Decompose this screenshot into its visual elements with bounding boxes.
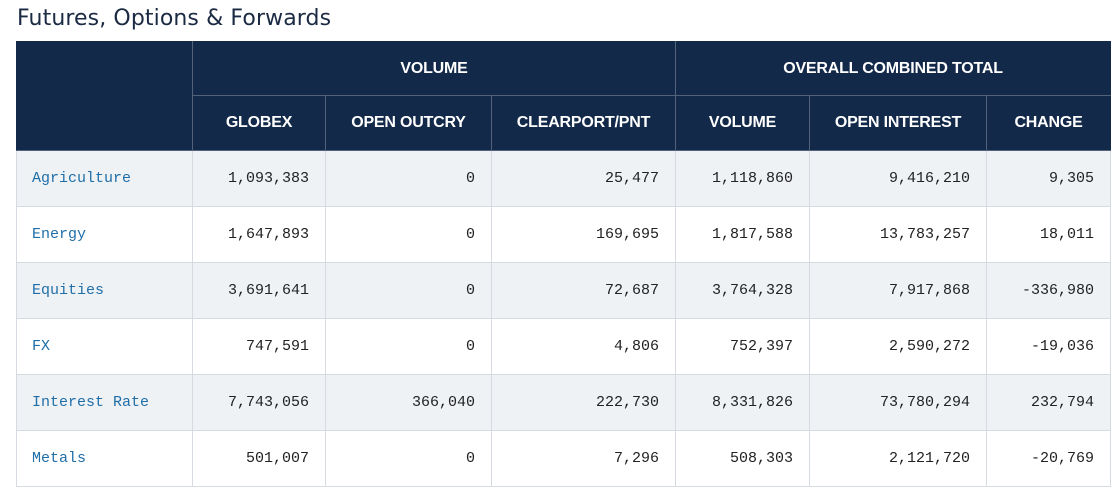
header-blank-cell [16,41,193,151]
header-open-interest: OPEN INTEREST [809,95,987,151]
row-name-link[interactable]: Energy [16,206,193,263]
cell-volume: 8,331,826 [675,374,810,431]
row-name-link[interactable]: Agriculture [16,150,193,207]
cell-globex: 1,093,383 [192,150,326,207]
cell-open-outcry: 0 [325,430,492,487]
table-row: Metals 501,007 0 7,296 508,303 2,121,720… [16,430,1112,487]
table-row: Interest Rate 7,743,056 366,040 222,730 … [16,374,1112,431]
table-row: Agriculture 1,093,383 0 25,477 1,118,860… [16,150,1112,207]
cell-open-interest: 7,917,868 [809,262,987,319]
cell-change: 232,794 [985,374,1112,431]
table-row: Equities 3,691,641 0 72,687 3,764,328 7,… [16,262,1112,319]
cell-open-outcry: 0 [325,206,492,263]
cell-clearport: 4,806 [491,318,676,375]
cell-clearport: 25,477 [491,150,676,207]
cell-globex: 501,007 [192,430,326,487]
page-title: Futures, Options & Forwards [17,6,332,31]
header-group-volume: VOLUME [192,41,676,96]
cell-clearport: 72,687 [491,262,676,319]
cell-open-interest: 9,416,210 [809,150,987,207]
row-name-link[interactable]: Interest Rate [16,374,193,431]
cell-volume: 3,764,328 [675,262,810,319]
header-volume: VOLUME [675,95,810,151]
header-change: CHANGE [985,95,1112,151]
table-row: Energy 1,647,893 0 169,695 1,817,588 13,… [16,206,1112,263]
cell-open-interest: 2,121,720 [809,430,987,487]
row-name-link[interactable]: Metals [16,430,193,487]
cell-open-interest: 2,590,272 [809,318,987,375]
header-group-overall: OVERALL COMBINED TOTAL [674,41,1112,96]
cell-volume: 1,118,860 [675,150,810,207]
row-name-link[interactable]: Equities [16,262,193,319]
cell-change: -336,980 [985,262,1112,319]
cell-clearport: 169,695 [491,206,676,263]
cell-globex: 7,743,056 [192,374,326,431]
cell-open-interest: 73,780,294 [809,374,987,431]
cell-volume: 508,303 [675,430,810,487]
cell-volume: 1,817,588 [675,206,810,263]
cell-globex: 1,647,893 [192,206,326,263]
cell-clearport: 7,296 [491,430,676,487]
table-row: FX 747,591 0 4,806 752,397 2,590,272 -19… [16,318,1112,375]
header-clearport: CLEARPORT/PNT [491,95,676,151]
header-open-outcry: OPEN OUTCRY [325,95,492,151]
cell-change: 18,011 [985,206,1112,263]
header-globex: GLOBEX [192,95,326,151]
cell-volume: 752,397 [675,318,810,375]
cell-open-outcry: 366,040 [325,374,492,431]
group-header-row: VOLUME OVERALL COMBINED TOTAL [16,41,1112,151]
cell-open-interest: 13,783,257 [809,206,987,263]
cell-globex: 3,691,641 [192,262,326,319]
cell-globex: 747,591 [192,318,326,375]
futures-options-table: VOLUME OVERALL COMBINED TOTAL GLOBEX OPE… [16,41,1112,487]
cell-change: -19,036 [985,318,1112,375]
cell-open-outcry: 0 [325,318,492,375]
cell-open-outcry: 0 [325,262,492,319]
cell-change: -20,769 [985,430,1112,487]
column-header-row: GLOBEX OPEN OUTCRY CLEARPORT/PNT VOLUME … [17,95,1112,151]
cell-clearport: 222,730 [491,374,676,431]
row-name-link[interactable]: FX [16,318,193,375]
cell-change: 9,305 [985,150,1112,207]
cell-open-outcry: 0 [325,150,492,207]
